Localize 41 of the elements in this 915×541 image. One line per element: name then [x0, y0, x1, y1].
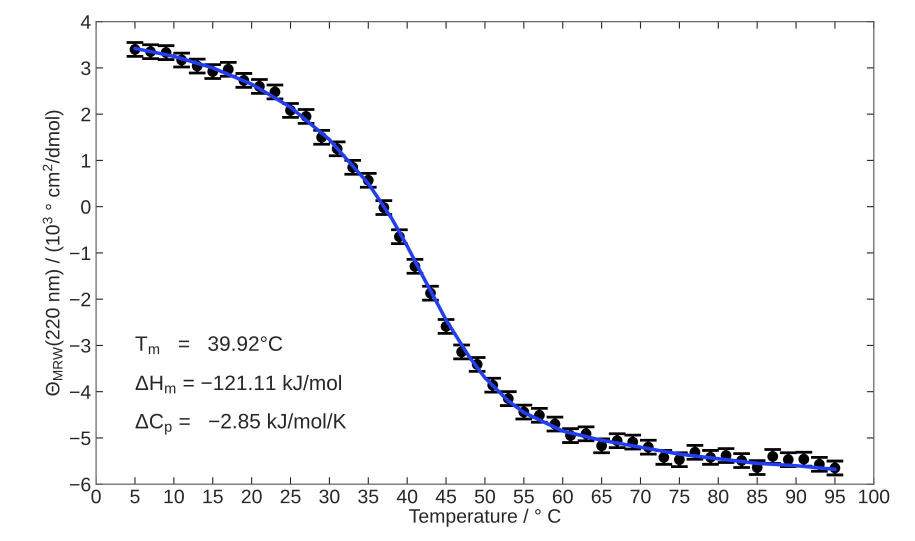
x-tick-label: 40: [396, 490, 418, 504]
y-tick-label: 0: [81, 200, 90, 214]
x-tick-label: 20: [242, 490, 262, 504]
x-tick-label: 15: [203, 490, 223, 504]
x-tick-label: 70: [630, 490, 651, 504]
text: T$_{m}$ = 39.92°C: [135, 336, 282, 354]
y-axis-title: Θ$_{MRW}$(220 nm) / (10$^{3}$ ° cm$^{2}$/dmol): [42, 110, 64, 396]
x-tick-label: 75: [670, 490, 690, 504]
x-tick-label: 10: [164, 490, 184, 504]
x-tick-label: 65: [592, 490, 612, 504]
x-tick-label: 80: [708, 490, 728, 504]
x-tick-label: 85: [747, 490, 768, 504]
point: [658, 452, 670, 463]
y-tick-label: −2: [70, 292, 90, 306]
x-tick-label: 55: [514, 490, 534, 504]
x-tick-label: 30: [319, 490, 340, 504]
point: [782, 454, 794, 466]
x-tick-label: 0: [91, 490, 101, 504]
x-axis-title: Temperature / ° C: [409, 508, 561, 527]
y-tick-label: −3: [70, 338, 90, 353]
point: [798, 454, 810, 465]
x-tick-label: 5: [130, 490, 140, 504]
point: [767, 451, 778, 462]
y-tick-label: 1: [82, 154, 90, 168]
y-tick-label: −5: [70, 432, 90, 446]
y-tick-label: 3: [81, 61, 90, 76]
y-tick-label: −6: [70, 478, 90, 492]
x-tick-label: 35: [358, 490, 378, 504]
x-tick-label: 45: [436, 490, 456, 504]
y-tick-label: 4: [80, 15, 91, 29]
annotation: ΔC$_{p}$ = −2.85 kJ/mol/K: [136, 413, 346, 435]
x-tick-label: 60: [552, 490, 573, 504]
y-tick-label: −1: [70, 246, 90, 260]
y-tick-label: 2: [81, 108, 90, 122]
x-tick-label: 100: [859, 490, 890, 504]
x-tick-label: 25: [280, 490, 301, 504]
y-tick-label: −4: [70, 385, 91, 399]
x-tick-label: 90: [786, 490, 806, 504]
x-tick-label: 95: [825, 490, 845, 504]
annotation: ΔH$_{m}$ = −121.11 kJ/mol: [136, 374, 342, 394]
x-tick-label: 50: [474, 490, 496, 504]
